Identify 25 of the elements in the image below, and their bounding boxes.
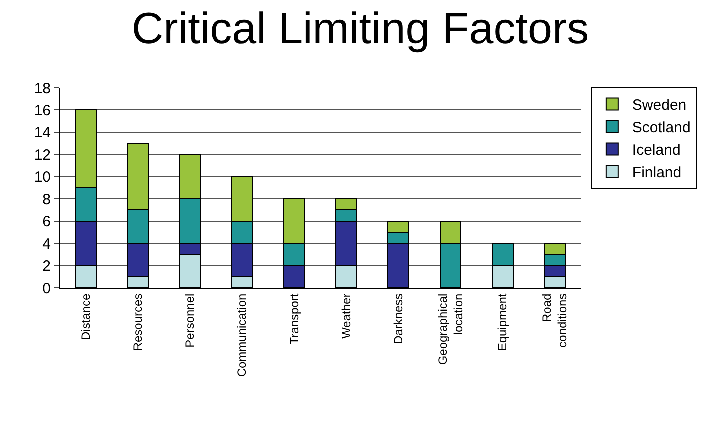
x-tick-label: Communication — [235, 294, 250, 378]
y-tick-label: 4 — [42, 236, 51, 253]
chart-title: Critical Limiting Factors — [132, 4, 590, 54]
y-tick-label: 18 — [34, 80, 51, 98]
y-tick-label: 12 — [34, 146, 51, 164]
x-tick-label: Distance — [78, 293, 93, 340]
x-tick-label: Weather — [339, 294, 354, 339]
y-tick-label: 0 — [42, 280, 51, 298]
legend-label: Sweden — [632, 97, 687, 114]
legend-label: Scotland — [632, 120, 691, 137]
x-tick-label: Geographical location — [436, 294, 466, 366]
y-tick-label: 8 — [42, 191, 51, 208]
y-tick-label: 14 — [34, 124, 51, 142]
legend-label: Iceland — [632, 142, 681, 160]
legend-label: Finland — [632, 164, 682, 182]
y-tick-label: 2 — [42, 258, 51, 276]
x-tick-label: Equipment — [496, 293, 510, 352]
x-tick-label: Transport — [287, 293, 302, 345]
x-tick-label: Darkness — [392, 294, 406, 344]
y-tick-label: 6 — [42, 214, 51, 231]
x-tick-label: Road conditions — [540, 294, 570, 348]
y-tick-label: 16 — [34, 102, 51, 120]
x-tick-label: Resources — [131, 294, 146, 352]
x-tick-label: Personnel — [183, 294, 198, 348]
y-tick-label: 10 — [34, 169, 51, 186]
